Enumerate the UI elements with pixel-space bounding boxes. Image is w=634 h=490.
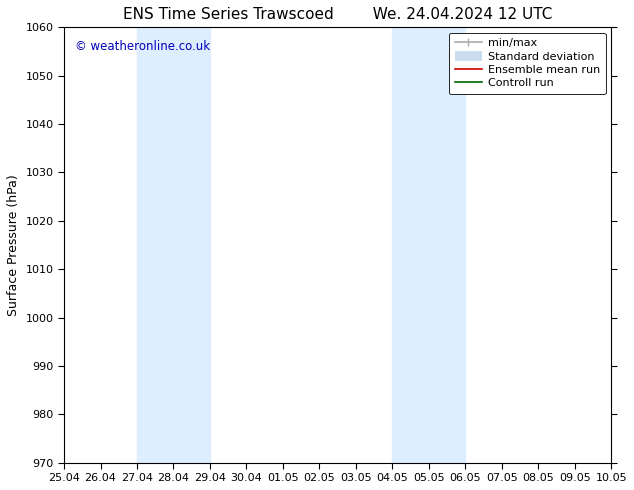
Y-axis label: Surface Pressure (hPa): Surface Pressure (hPa)	[7, 174, 20, 316]
Legend: min/max, Standard deviation, Ensemble mean run, Controll run: min/max, Standard deviation, Ensemble me…	[449, 33, 605, 94]
Title: ENS Time Series Trawscoed        We. 24.04.2024 12 UTC: ENS Time Series Trawscoed We. 24.04.2024…	[123, 7, 552, 22]
Bar	[137, 27, 210, 463]
Text: © weatheronline.co.uk: © weatheronline.co.uk	[75, 40, 210, 53]
Bar	[392, 27, 465, 463]
